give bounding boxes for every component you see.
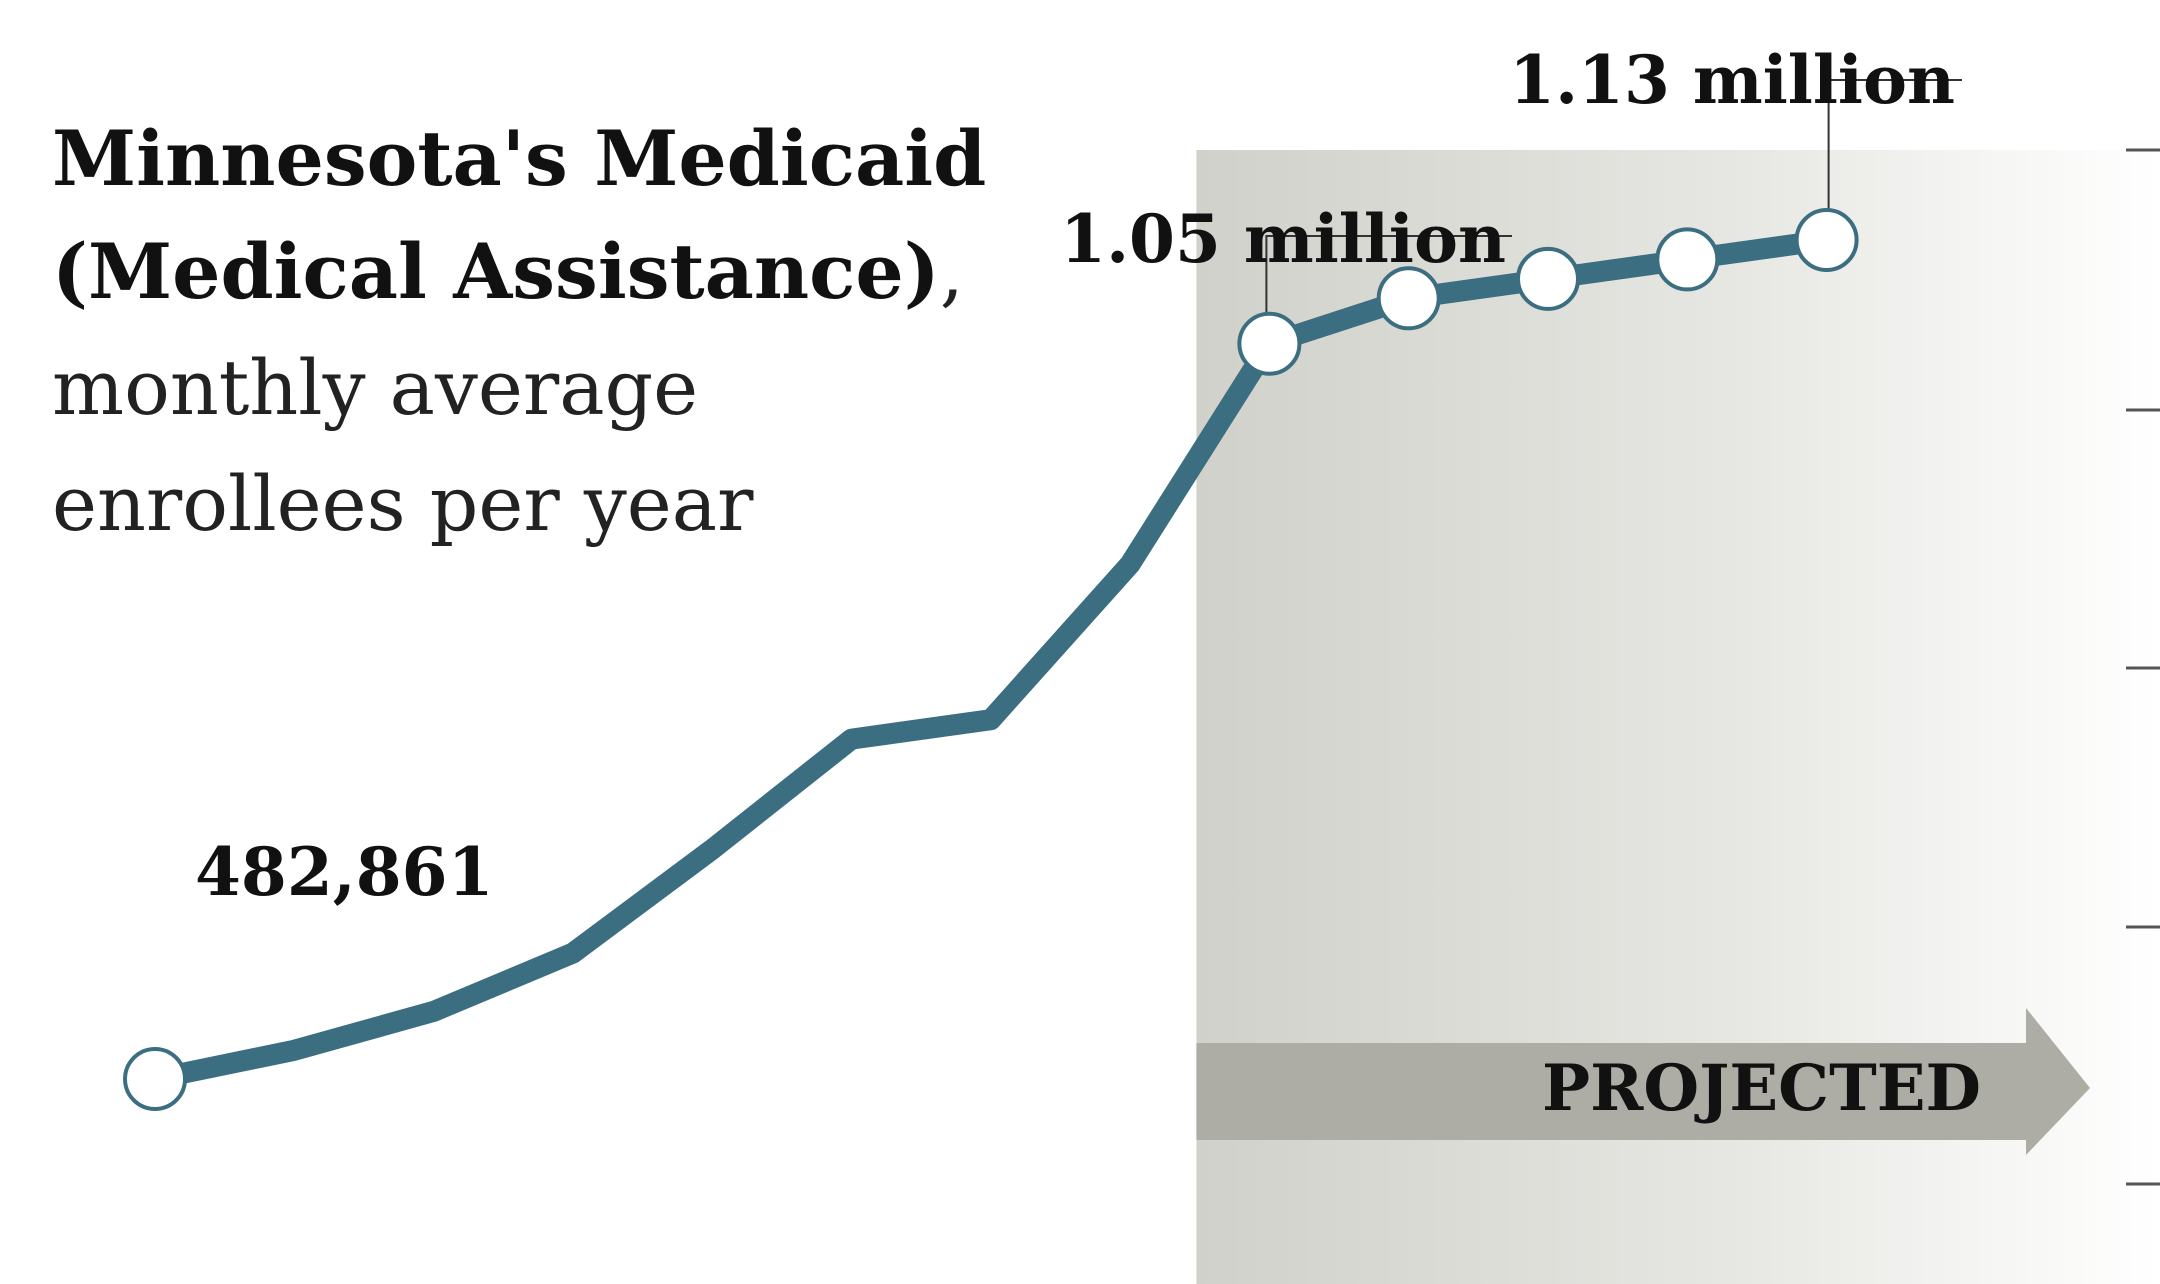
data-label-1-05-million: 1.05 million	[1060, 200, 1506, 278]
data-point-0	[125, 1049, 185, 1109]
title-line-3: monthly average	[52, 343, 698, 432]
title-punct: ,	[940, 227, 964, 316]
title-line-4: enrollees per year	[52, 459, 754, 548]
data-label-482861: 482,861	[195, 833, 494, 911]
chart-root: PROJECTED Minnesota's Medicaid (Medical …	[0, 0, 2160, 1284]
data-point-10	[1518, 249, 1578, 309]
data-point-11	[1657, 229, 1717, 289]
title-line-2: (Medical Assistance)	[52, 227, 940, 316]
medicaid-enrollment-chart: PROJECTED Minnesota's Medicaid (Medical …	[0, 0, 2160, 1284]
data-label-1-13-million: 1.13 million	[1509, 41, 1955, 119]
chart-title: Minnesota's Medicaid (Medical Assistance…	[52, 114, 986, 548]
svg-text:Minnesota's Medicaid: Minnesota's Medicaid	[52, 114, 986, 203]
svg-text:enrollees per year: enrollees per year	[52, 459, 754, 548]
title-line-1: Minnesota's Medicaid	[52, 114, 986, 203]
projected-label: PROJECTED	[1542, 1051, 1981, 1126]
svg-text:monthly average: monthly average	[52, 343, 698, 432]
data-point-12	[1797, 210, 1857, 270]
data-point-8	[1239, 314, 1299, 374]
svg-text:(Medical Assistance),: (Medical Assistance),	[52, 227, 964, 316]
